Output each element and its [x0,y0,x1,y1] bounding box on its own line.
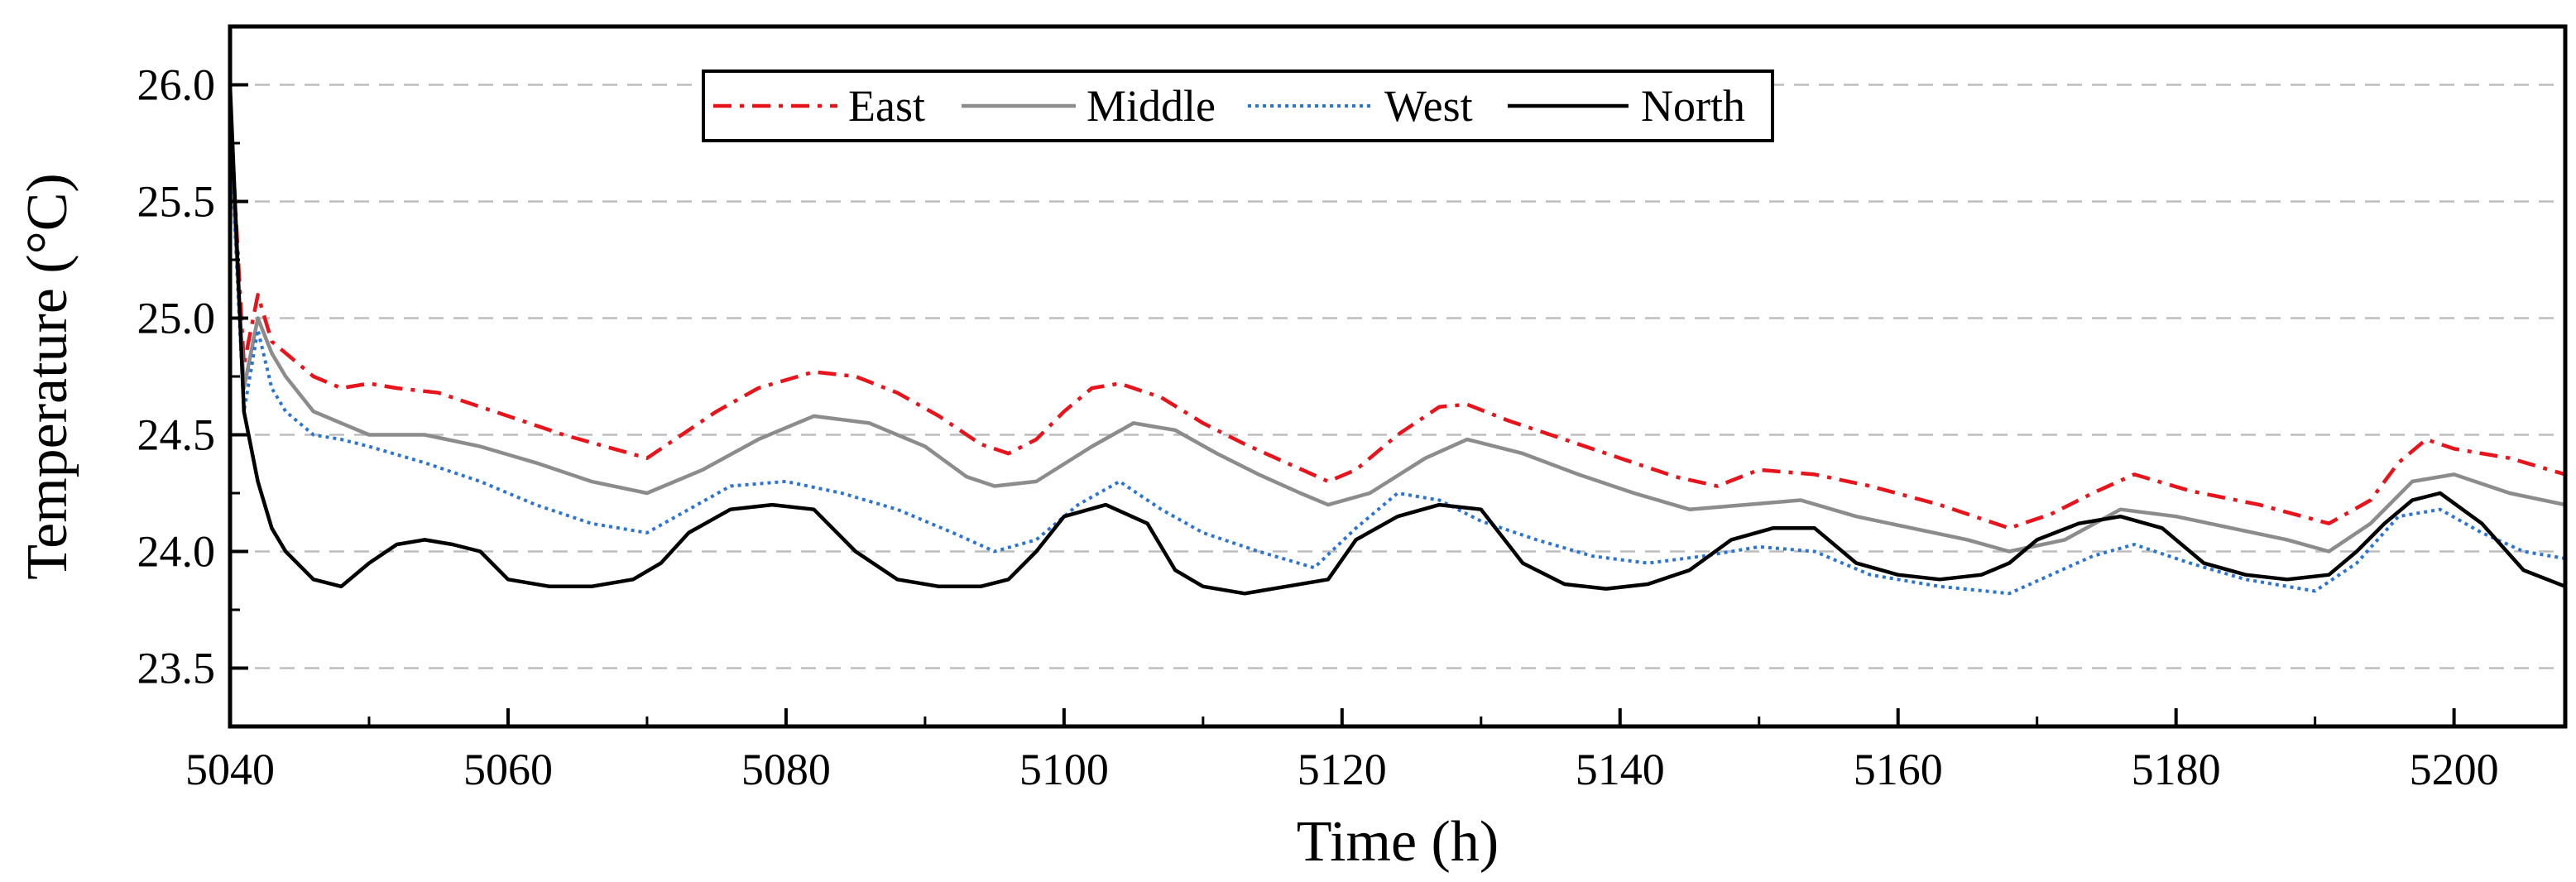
series-line-west [228,131,2566,596]
x-tick-label: 5100 [1019,745,1109,794]
legend-label-east: East [848,81,925,131]
y-tick-label: 25.0 [137,294,216,343]
y-tick-label: 26.0 [137,60,216,110]
y-tick-label: 23.5 [137,644,216,693]
x-tick-label: 5120 [1298,745,1387,794]
series-line-east [228,108,2566,530]
x-tick-label: 5160 [1854,745,1943,794]
legend: East Middle West North [702,70,1774,142]
x-tick-label: 5040 [185,745,275,794]
y-tick-label: 24.5 [137,410,216,460]
x-tick-label: 5200 [2410,745,2499,794]
x-axis-title: Time (h) [1297,810,1499,874]
legend-label-north: North [1641,81,1745,131]
legend-label-west: West [1384,81,1473,131]
y-axis-title: Temperature (°C) [16,173,79,579]
series-line-north [228,84,2566,596]
y-tick-label: 25.5 [137,177,216,227]
y-tick-label: 24.0 [137,527,216,577]
x-tick-label: 5060 [463,745,553,794]
x-tick-label: 5080 [741,745,831,794]
x-tick-label: 5140 [1576,745,1665,794]
legend-label-middle: Middle [1087,81,1216,131]
axis-ticks: 5040 5060 5080 5100 5120 5140 5160 5180 5200 23.5… [137,60,2499,795]
series-lines [228,84,2566,596]
series-line-middle [228,131,2566,554]
x-tick-label: 5180 [2132,745,2221,794]
